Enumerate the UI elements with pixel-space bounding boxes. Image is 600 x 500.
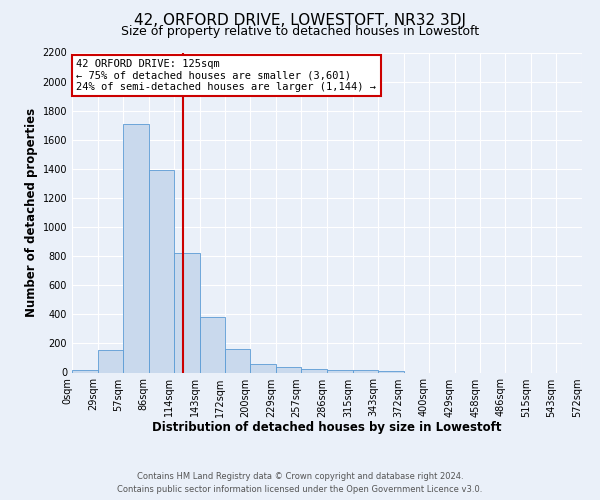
Bar <box>149 170 173 372</box>
Bar <box>327 370 353 372</box>
Y-axis label: Number of detached properties: Number of detached properties <box>25 108 38 317</box>
Bar <box>72 370 98 372</box>
Bar <box>250 364 276 372</box>
Bar <box>276 368 301 372</box>
Text: Contains HM Land Registry data © Crown copyright and database right 2024.
Contai: Contains HM Land Registry data © Crown c… <box>118 472 482 494</box>
Bar <box>199 316 226 372</box>
Bar <box>301 369 327 372</box>
Bar <box>226 349 250 372</box>
Bar <box>123 124 149 372</box>
Bar <box>353 370 378 372</box>
Text: 42, ORFORD DRIVE, LOWESTOFT, NR32 3DJ: 42, ORFORD DRIVE, LOWESTOFT, NR32 3DJ <box>134 12 466 28</box>
Bar <box>98 350 123 372</box>
Bar <box>378 371 404 372</box>
X-axis label: Distribution of detached houses by size in Lowestoft: Distribution of detached houses by size … <box>152 421 502 434</box>
Text: 42 ORFORD DRIVE: 125sqm
← 75% of detached houses are smaller (3,601)
24% of semi: 42 ORFORD DRIVE: 125sqm ← 75% of detache… <box>76 59 376 92</box>
Text: Size of property relative to detached houses in Lowestoft: Size of property relative to detached ho… <box>121 25 479 38</box>
Bar <box>173 252 199 372</box>
